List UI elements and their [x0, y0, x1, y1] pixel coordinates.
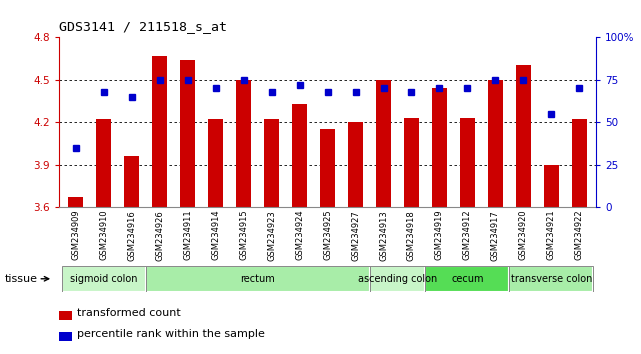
- Bar: [208, 119, 223, 207]
- Text: tissue: tissue: [4, 274, 38, 284]
- Bar: [62, 266, 146, 292]
- Bar: [320, 129, 335, 207]
- Bar: [59, 311, 72, 320]
- Text: rectum: rectum: [240, 274, 275, 284]
- Text: cecum: cecum: [451, 274, 484, 284]
- Bar: [376, 80, 391, 207]
- Bar: [292, 104, 307, 207]
- Text: GDS3141 / 211518_s_at: GDS3141 / 211518_s_at: [59, 20, 227, 33]
- Text: transformed count: transformed count: [77, 308, 181, 318]
- Bar: [152, 56, 167, 207]
- Bar: [68, 197, 83, 207]
- Bar: [572, 119, 587, 207]
- Bar: [180, 60, 196, 207]
- Bar: [432, 88, 447, 207]
- Bar: [348, 122, 363, 207]
- Bar: [96, 119, 112, 207]
- Bar: [369, 266, 426, 292]
- Bar: [146, 266, 369, 292]
- Bar: [510, 266, 594, 292]
- Bar: [124, 156, 139, 207]
- Text: transverse colon: transverse colon: [511, 274, 592, 284]
- Bar: [460, 118, 475, 207]
- Text: sigmoid colon: sigmoid colon: [70, 274, 137, 284]
- Bar: [544, 165, 559, 207]
- Bar: [264, 119, 279, 207]
- Bar: [236, 80, 251, 207]
- Bar: [59, 332, 72, 341]
- Bar: [369, 266, 426, 292]
- Text: ascending colon: ascending colon: [358, 274, 437, 284]
- Bar: [62, 266, 146, 292]
- Bar: [426, 266, 510, 292]
- Bar: [516, 65, 531, 207]
- Bar: [146, 266, 369, 292]
- Bar: [426, 266, 510, 292]
- Bar: [404, 118, 419, 207]
- Bar: [510, 266, 594, 292]
- Bar: [488, 80, 503, 207]
- Text: percentile rank within the sample: percentile rank within the sample: [77, 329, 265, 339]
